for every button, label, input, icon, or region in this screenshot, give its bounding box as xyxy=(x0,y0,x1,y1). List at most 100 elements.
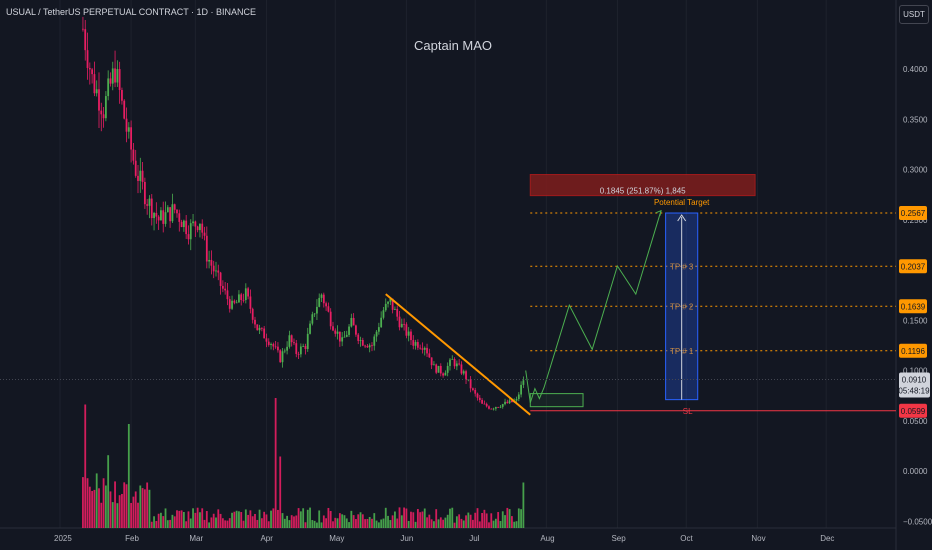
volume-bar xyxy=(180,510,183,528)
volume-bar xyxy=(439,517,442,528)
volume-bar xyxy=(281,513,284,528)
candle-body xyxy=(423,347,426,350)
candle-body xyxy=(439,365,442,374)
candle-body xyxy=(265,338,268,342)
candle-body xyxy=(143,181,146,205)
volume-bar xyxy=(481,512,483,528)
candle-body xyxy=(104,96,107,119)
candle-body xyxy=(153,212,155,219)
candle-body xyxy=(267,341,270,345)
volume-bar xyxy=(166,520,169,528)
candle-body xyxy=(316,306,318,314)
currency-button[interactable]: USDT xyxy=(899,5,929,24)
candle-body xyxy=(322,294,325,304)
volume-bar xyxy=(111,502,114,528)
position-arrowhead xyxy=(677,214,687,222)
volume-bar xyxy=(125,484,128,528)
candle-body xyxy=(433,364,435,366)
candle-body xyxy=(233,300,236,303)
volume-bar xyxy=(242,520,245,528)
volume-bar xyxy=(513,521,516,528)
candle-body xyxy=(313,313,316,315)
candle-body xyxy=(212,265,215,272)
x-tick-label: Apr xyxy=(260,534,273,543)
volume-bar xyxy=(435,509,438,528)
candle-body xyxy=(405,324,408,336)
candle-body xyxy=(109,78,112,84)
candle-body xyxy=(125,118,128,132)
volume-bar xyxy=(336,518,339,528)
candle-body xyxy=(504,401,506,405)
candle-body xyxy=(272,343,275,347)
volume-bar xyxy=(494,518,497,528)
candle-body xyxy=(501,404,504,407)
candle-body xyxy=(430,357,433,366)
volume-bar xyxy=(194,512,197,528)
current-price-tag xyxy=(899,372,930,398)
candle-body xyxy=(173,204,176,210)
volume-bar xyxy=(304,522,307,528)
y-tick-label: 0.0500 xyxy=(903,417,928,426)
volume-bar xyxy=(327,507,330,528)
candle-body xyxy=(327,306,330,312)
volume-bar xyxy=(265,514,268,528)
candle-body xyxy=(377,327,380,332)
candle-body xyxy=(478,397,481,401)
volume-bar xyxy=(382,518,385,528)
candle-body xyxy=(318,297,321,307)
volume-bar xyxy=(88,486,91,528)
volume-bar xyxy=(263,511,266,528)
volume-bar xyxy=(511,516,513,528)
volume-bar xyxy=(130,502,133,528)
volume-bar xyxy=(247,514,250,528)
candle-body xyxy=(437,365,440,373)
symbol-title[interactable]: USUAL / TetherUS PERPETUAL CONTRACT · 1D… xyxy=(6,7,257,17)
y-tick-label: 0.4000 xyxy=(903,65,928,74)
x-tick-label: Dec xyxy=(820,534,834,543)
candle-body xyxy=(435,364,438,373)
candle-body xyxy=(394,308,396,310)
candle-body xyxy=(205,235,208,262)
volume-bar xyxy=(467,512,470,528)
volume-bar xyxy=(86,478,89,528)
volume-bar xyxy=(430,519,433,528)
volume-bar xyxy=(104,485,107,528)
volume-bar xyxy=(377,522,380,528)
candle-body xyxy=(228,299,231,309)
candle-body xyxy=(215,270,217,272)
candle-body xyxy=(171,204,174,222)
candle-body xyxy=(148,198,151,206)
volume-bar xyxy=(84,404,87,528)
volume-bar xyxy=(366,518,369,528)
price-tag-target xyxy=(899,206,927,221)
candle-body xyxy=(208,259,211,262)
volume-bar xyxy=(203,519,206,528)
candle-body xyxy=(488,406,490,409)
volume-bar xyxy=(155,521,158,528)
volume-bar xyxy=(341,514,344,528)
x-tick-label: Mar xyxy=(189,534,203,543)
volume-bar xyxy=(235,510,238,528)
volume-bar xyxy=(224,520,227,528)
volume-bar xyxy=(141,488,144,528)
volume-bar xyxy=(313,520,316,528)
current-price-value: 0.0910 xyxy=(902,376,927,385)
volume-bar xyxy=(316,522,318,528)
candle-body xyxy=(414,342,417,346)
volume-bar xyxy=(240,512,243,528)
volume-bar xyxy=(451,507,454,528)
candle-body xyxy=(95,89,98,94)
volume-bar xyxy=(384,507,387,528)
volume-bar xyxy=(274,398,277,528)
volume-bar xyxy=(295,515,298,528)
volume-bar xyxy=(217,509,220,528)
volume-bar xyxy=(410,511,412,528)
volume-bar xyxy=(352,515,355,528)
candle-body xyxy=(469,379,472,389)
candle-body xyxy=(368,345,371,348)
volume-bar xyxy=(460,518,463,528)
candle-body xyxy=(517,394,520,400)
volume-bar xyxy=(318,510,321,528)
volume-bar xyxy=(517,508,520,528)
